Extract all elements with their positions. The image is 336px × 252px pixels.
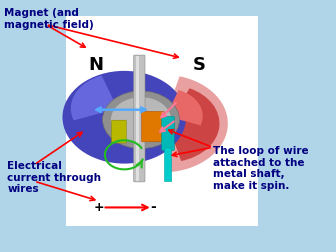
Text: Electrical
current through
wires: Electrical current through wires: [7, 161, 101, 194]
Wedge shape: [134, 90, 174, 135]
Circle shape: [111, 97, 171, 142]
Text: Magnet (and
magnetic field): Magnet (and magnetic field): [4, 8, 94, 30]
Circle shape: [102, 91, 179, 149]
Text: The loop of wire
attached to the
metal shaft,
make it spin.: The loop of wire attached to the metal s…: [213, 146, 308, 191]
Wedge shape: [163, 76, 228, 172]
FancyBboxPatch shape: [162, 116, 174, 150]
FancyBboxPatch shape: [134, 55, 145, 182]
Circle shape: [62, 71, 186, 164]
Wedge shape: [71, 76, 118, 120]
FancyBboxPatch shape: [142, 111, 164, 142]
Wedge shape: [166, 90, 203, 125]
Wedge shape: [168, 88, 219, 161]
Text: -: -: [150, 200, 156, 214]
Text: S: S: [193, 56, 206, 74]
FancyBboxPatch shape: [136, 56, 139, 181]
FancyBboxPatch shape: [66, 16, 258, 226]
Text: N: N: [88, 56, 103, 74]
FancyBboxPatch shape: [112, 120, 126, 143]
Text: +: +: [94, 201, 104, 214]
FancyBboxPatch shape: [164, 148, 172, 182]
